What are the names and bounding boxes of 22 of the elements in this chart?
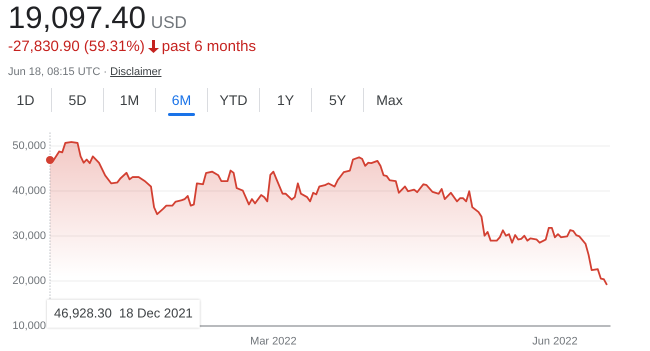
text: Disclaimer: [110, 66, 162, 78]
y-tick-label: 20,000: [12, 274, 46, 287]
y-tick-label: 10,000: [12, 320, 46, 332]
y-tick-label: 40,000: [12, 185, 46, 198]
text: -27,830.90 (59.31%): [8, 38, 145, 55]
text: 1M: [120, 92, 140, 108]
text: past 6 months: [162, 38, 256, 55]
y-tick-label: 50,000: [12, 140, 46, 152]
text: 5Y: [328, 92, 346, 108]
text: 1Y: [276, 92, 294, 108]
text: YTD: [220, 92, 248, 108]
x-tick-label: Mar 2022: [250, 335, 297, 348]
text: 5D: [68, 92, 86, 108]
text: 1D: [16, 92, 34, 108]
text: Jun 18, 08:15 UTC ·: [8, 66, 108, 78]
text: 6M: [172, 92, 192, 108]
text: USD: [150, 13, 187, 32]
x-tick-label: Jun 2022: [532, 335, 578, 348]
annotation: 46,928.30 18 Dec 2021: [54, 305, 193, 320]
y-tick-label: 30,000: [12, 230, 46, 242]
chart-title: 19,097.40: [8, 0, 146, 35]
text: Max: [376, 92, 403, 108]
